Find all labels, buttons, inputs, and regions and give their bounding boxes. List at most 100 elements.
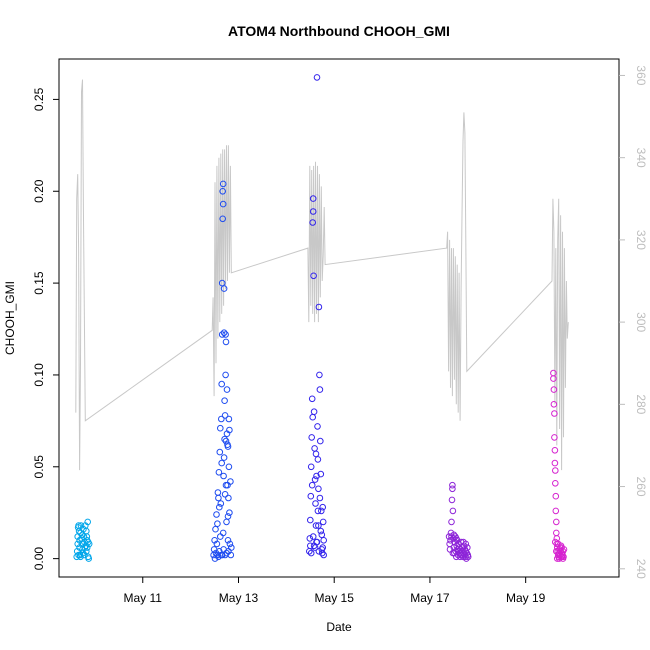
data-point [221,397,228,405]
data-point [228,544,235,551]
data-point [223,549,230,557]
data-point [308,481,316,489]
data-point [315,485,322,493]
data-point [316,371,323,379]
data-point [310,272,317,280]
data-point [218,331,226,338]
y-tick-label: 0.15 [32,271,46,295]
y2-tick-label: 280 [634,394,648,414]
data-point [306,535,314,542]
data-point [308,434,316,441]
x-tick-label: May 11 [124,591,163,605]
data-point [307,549,315,557]
data-point [84,538,92,546]
data-point [81,551,88,559]
data-point [314,507,322,515]
y-tick-label: 0.10 [32,363,46,387]
secondary-trace-layer [75,79,569,471]
data-point [223,386,231,393]
data-point [553,518,560,526]
data-point [219,180,227,188]
data-point [222,481,230,489]
data-point [223,518,230,526]
data-point [225,494,232,502]
data-point [450,535,457,542]
y2-tick-label: 360 [634,65,648,85]
data-point [457,551,465,559]
data-point [553,548,560,555]
data-point [218,279,226,287]
data-point [221,412,229,419]
data-point [554,540,562,548]
data-point [311,476,319,483]
data-point [215,469,223,476]
data-point [219,188,226,195]
data-point [308,395,316,403]
data-point [307,516,314,524]
data-point [222,437,230,445]
data-point [318,531,326,539]
data-point [219,200,227,208]
data-point [216,503,223,511]
data-point [556,544,564,551]
data-point [309,533,317,540]
data-point [552,492,560,500]
data-point [313,472,320,480]
y2-tick-label: 340 [634,148,648,168]
data-point [224,537,232,544]
data-point [218,551,226,559]
data-point [311,445,318,452]
data-point [219,215,226,223]
data-point [552,480,559,487]
data-point [550,386,558,393]
data-point [309,195,317,202]
plot-area-frame [58,58,620,578]
data-point [449,507,457,515]
data-point [309,219,317,226]
data-point [226,426,233,434]
data-point [222,338,230,346]
x-tick-label: May 15 [315,591,355,605]
data-point [218,415,225,423]
data-point [318,546,326,553]
y-axis-left: 0.00 0.05 0.10 0.15 0.20 0.25 [32,87,59,570]
data-point [222,331,229,338]
data-point [212,525,219,533]
y2-tick-label: 320 [634,230,648,250]
data-point [84,518,91,526]
data-point [220,472,227,480]
data-point [449,549,457,557]
data-point [217,424,224,432]
data-point [221,491,229,498]
data-point [320,551,328,559]
data-point [552,507,560,515]
chart-title: ATOM4 Northbound CHOOH_GMI [228,23,450,39]
data-point [453,535,460,542]
data-point [317,527,325,535]
data-point [213,511,220,518]
data-point [317,437,324,445]
data-point [220,329,228,337]
data-point [312,500,319,507]
data-point [464,553,472,561]
y-tick-label: 0.20 [32,179,46,203]
data-point [314,423,321,430]
data-point [550,401,558,408]
data-point [448,496,456,504]
data-point [552,467,559,474]
data-point [220,285,228,292]
data-point [553,535,561,542]
data-point [550,375,557,382]
data-point [224,513,232,520]
y-axis-right: 240 260 280 300 320 340 360 [619,65,648,579]
data-point [218,459,225,467]
data-point [315,522,322,529]
data-point [307,542,314,550]
data-point [319,503,327,511]
y2-tick-label: 300 [634,312,648,332]
data-point [75,527,83,535]
data-point [227,478,234,485]
data-point [551,434,558,441]
